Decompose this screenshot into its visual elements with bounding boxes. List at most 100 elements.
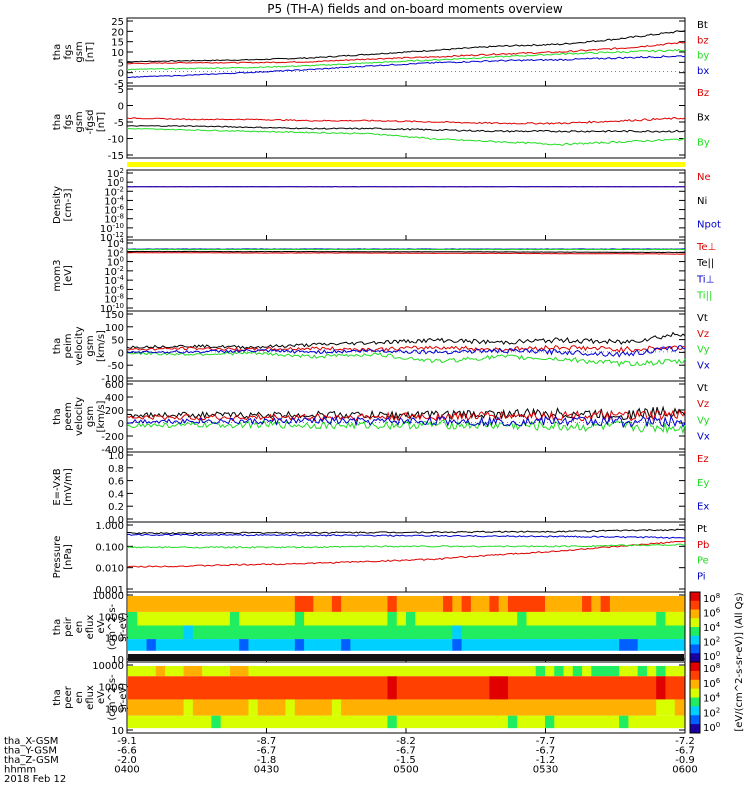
y-axis-label: thapeirenefluxeV(cm^2-s-sr-eV): [52, 603, 129, 650]
colorbar-lower-segment: [690, 677, 700, 681]
series-line-pb: [126, 540, 685, 568]
y-tick-label: 102: [107, 246, 124, 259]
heatmap-cell: [452, 665, 463, 677]
heatmap-cell: [341, 625, 351, 640]
heatmap-cell: [470, 625, 481, 640]
heatmap-cell: [628, 639, 639, 651]
panel-8: Pressure[nPa] 1.000 0.100 0.010 0.001 Pt Pb Pe P…: [52, 521, 709, 596]
legend-vt: Vt: [697, 313, 708, 324]
y-tick-label: 0.4: [108, 489, 124, 500]
colorbar-upper-segment: [690, 658, 700, 661]
heatmap-cell: [545, 676, 555, 700]
heatmap-cell: [285, 595, 296, 612]
x-row-value: 0430: [254, 765, 279, 776]
colorbar-lower-segment: [690, 725, 700, 729]
series-line-bt: [126, 30, 686, 63]
heatmap-cell: [183, 625, 194, 640]
heatmap-cell: [489, 595, 500, 612]
heatmap-cell: [535, 699, 546, 716]
heatmap-cell: [582, 625, 592, 640]
heatmap-cell: [591, 611, 602, 626]
heatmap-cell: [498, 665, 509, 677]
heatmap-cell: [211, 639, 222, 651]
y-tick-label: 0.6: [108, 477, 124, 488]
heatmap-cell: [545, 595, 555, 612]
heatmap-cell: [257, 595, 268, 612]
colorbar-upper-segment: [690, 641, 700, 644]
heatmap-cell: [267, 665, 277, 677]
heatmap-cell: [257, 676, 268, 700]
y-tick-label: 104: [107, 237, 125, 250]
heatmap-cell: [211, 611, 222, 626]
heatmap-cell: [341, 699, 351, 716]
heatmap-cell: [674, 699, 685, 716]
heatmap-cell: [229, 699, 240, 716]
heatmap-cell: [183, 715, 194, 729]
heatmap-cell: [535, 611, 546, 626]
heatmap-cell: [128, 625, 138, 640]
colorbar-lower-segment: [690, 690, 700, 693]
y-axis-label: mom3[eV]: [52, 260, 74, 292]
heatmap-cell: [155, 665, 166, 677]
heatmap-cell: [276, 699, 287, 716]
colorbar-upper-segment: [690, 628, 700, 631]
heatmap-cell: [267, 639, 277, 651]
heatmap-cell: [378, 715, 388, 729]
heatmap-cell: [350, 639, 361, 651]
heatmap-cell: [387, 595, 398, 612]
heatmap-cell: [331, 611, 342, 626]
y-axis-label: thapeemvelocitygsm[km/s]: [52, 397, 107, 436]
heatmap-cell: [554, 611, 565, 626]
heatmap-cell: [628, 665, 639, 677]
heatmap-cell: [155, 639, 166, 651]
colorbar-lower-segment: [690, 665, 700, 668]
y-tick-label: 0: [118, 69, 124, 80]
legend-bz: bz: [697, 35, 709, 46]
heatmap-cell: [637, 595, 648, 612]
heatmap-cell: [128, 611, 138, 626]
colorbar-upper-segment: [690, 604, 700, 607]
heatmap-cell: [452, 611, 463, 626]
heatmap-cell: [470, 611, 481, 626]
heatmap-cell: [202, 625, 212, 640]
heatmap-cell: [137, 715, 148, 729]
heatmap-cell: [619, 595, 629, 612]
heatmap-cell: [368, 665, 379, 677]
series-line-te⊥: [126, 252, 686, 255]
y-axis-label: thafgsgsm-fgsd[nT]: [52, 109, 107, 134]
heatmap-cell: [526, 595, 537, 612]
heatmap-cell: [665, 625, 676, 640]
heatmap-cell: [563, 595, 574, 612]
colorbar-lower-segment: [690, 727, 700, 730]
colorbar-lower-segment: [690, 715, 700, 718]
heatmap-cell: [155, 611, 166, 626]
heatmap-cell: [368, 676, 379, 700]
heatmap-cell: [229, 639, 240, 651]
heatmap-cell: [665, 699, 676, 716]
colorbar-upper-segment: [690, 618, 700, 621]
panels: thafgsgsm[nT]2520151050-5Btbzbybxthafgsg…: [52, 17, 721, 737]
colorbar-lower-tick-label: 102: [703, 706, 720, 719]
heatmap-cell: [285, 699, 296, 716]
colorbar-upper-segment: [690, 656, 700, 659]
heatmap-cell: [387, 676, 398, 700]
heatmap-cell: [619, 715, 629, 729]
heatmap-cell: [128, 715, 138, 729]
colorbar-upper-segment: [690, 630, 700, 633]
heatmap-cell: [378, 676, 388, 700]
heatmap-cell: [535, 625, 546, 640]
heatmap-cell: [406, 611, 416, 626]
legend-bz: Bz: [697, 88, 709, 99]
heatmap-cell: [665, 665, 676, 677]
y-tick-label: 10-10: [100, 222, 124, 235]
colorbar-lower-frame: [689, 661, 701, 734]
heatmap-low-band: [128, 654, 684, 661]
y-tick-label: 100: [105, 323, 124, 334]
heatmap-cell: [146, 611, 157, 626]
y-tick-label: 600: [105, 380, 124, 391]
heatmap-cell: [517, 625, 527, 640]
heatmap-cell: [656, 699, 666, 716]
heatmap-cell: [443, 595, 453, 612]
heatmap-cell: [220, 611, 231, 626]
heatmap-cell: [331, 699, 342, 716]
